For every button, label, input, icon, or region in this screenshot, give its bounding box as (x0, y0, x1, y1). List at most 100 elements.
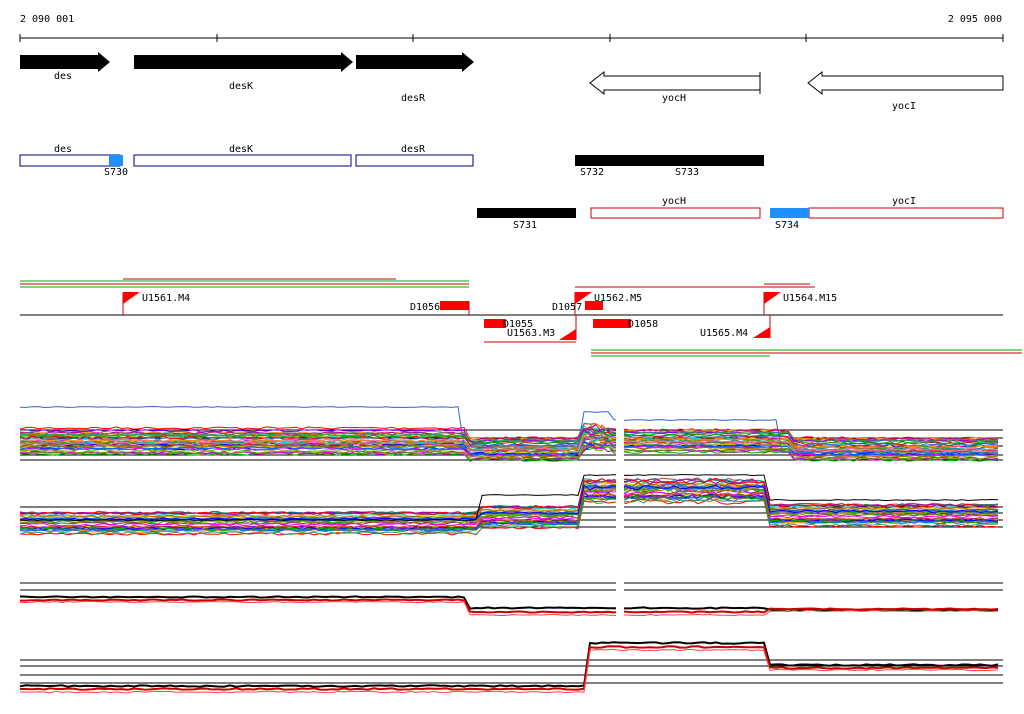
segment-yocI[interactable] (808, 207, 1004, 219)
gene-desR[interactable]: desR (356, 52, 474, 104)
minus-strand-segments: S731 yocH yocI S734 (477, 196, 1004, 231)
segment-des[interactable] (19, 154, 121, 167)
expression-trace (19, 497, 999, 535)
aggregate-trace (19, 641, 999, 688)
expression-trace (19, 485, 999, 524)
gene-desK-arrow[interactable] (134, 52, 353, 72)
plus-strand-segments: des desK desR S730 S732 S733 (19, 144, 764, 178)
upshift-flag[interactable] (764, 292, 781, 304)
gene-des-label: des (54, 71, 72, 82)
segment-desK[interactable] (133, 154, 352, 167)
upshift-U1565[interactable]: U1565.M4 (700, 315, 771, 339)
upshift-U1561-label: U1561.M4 (142, 293, 190, 304)
upshift-U1564-label: U1564.M15 (783, 293, 837, 304)
expression-trace (19, 498, 999, 536)
segment-desR[interactable] (355, 154, 474, 167)
expression-trace (19, 441, 999, 456)
gene-yocI[interactable]: yocI (807, 70, 1004, 112)
downshift-D1055[interactable]: D1055 (484, 319, 533, 330)
upshift-U1562[interactable]: U1562.M5 (574, 292, 642, 315)
downshift-D1056-label: D1056 (410, 302, 440, 313)
gene-desK-label: desK (229, 81, 253, 92)
downshift-D1057[interactable]: D1057 (552, 301, 603, 313)
segment-S730-box[interactable] (109, 155, 123, 166)
downshift-D1056[interactable]: D1056 (410, 301, 470, 315)
upshift-U1564[interactable]: U1564.M15 (763, 292, 837, 315)
ruler-start-label: 2 090 001 (20, 14, 74, 25)
upshift-flag[interactable] (123, 292, 140, 304)
segment-S731-box[interactable] (477, 208, 576, 218)
gene-desR-arrow[interactable] (356, 52, 474, 72)
expression-trace (19, 491, 999, 529)
downshift-D1057-box[interactable] (585, 301, 603, 310)
segment-yocI-label: yocI (892, 196, 916, 207)
expression-trace (19, 436, 999, 451)
expression-trace (20, 438, 999, 456)
ruler-end-label: 2 095 000 (948, 14, 1002, 25)
coordinate-ruler: 2 090 001 2 095 000 (19, 14, 1004, 42)
aggregate-panel-minus (19, 641, 1003, 694)
expression-panel-minus (19, 470, 1003, 540)
gene-des-arrow[interactable] (20, 52, 110, 72)
expression-trace (19, 405, 999, 454)
downshift-D1056-box[interactable] (440, 301, 469, 310)
aggregate-panel-plus (19, 580, 1003, 620)
expression-trace (19, 490, 999, 529)
expression-trace (19, 494, 999, 532)
downshift-D1058-label: D1058 (628, 319, 658, 330)
expression-panel-plus (19, 404, 1003, 468)
expression-trace (19, 432, 999, 449)
gene-desR-label: desR (401, 93, 426, 104)
expression-trace (19, 434, 999, 452)
segment-S734-label: S734 (775, 220, 799, 231)
segment-yocH-label: yocH (662, 196, 686, 207)
segment-desK-label: desK (229, 144, 253, 155)
segment-S732-label: S732 (580, 167, 604, 178)
upshift-U1565-label: U1565.M4 (700, 328, 748, 339)
upshift-U1561[interactable]: U1561.M4 (122, 292, 190, 315)
segment-S730-label: S730 (104, 167, 128, 178)
segment-S731-label: S731 (513, 220, 537, 231)
gene-track: des desK desR yocH yocI (20, 52, 1004, 112)
gene-yocI-arrow[interactable] (807, 70, 1004, 96)
aggregate-trace (20, 645, 999, 691)
panel-gap (616, 470, 624, 540)
segment-yocH[interactable] (590, 207, 761, 219)
downshift-D1058-box[interactable] (593, 319, 631, 328)
aggregate-trace (20, 598, 999, 614)
expression-trace (19, 487, 999, 525)
gene-yocI-label: yocI (892, 101, 916, 112)
expression-trace (19, 429, 999, 447)
expression-trace (19, 440, 999, 458)
upshift-flag[interactable] (575, 292, 592, 304)
upshift-U1563[interactable]: U1563.M3 (484, 315, 577, 343)
shift-track: U1561.M4 U1562.M5 U1564.M15 U1563.M3 U15… (20, 278, 1022, 357)
expression-trace (19, 428, 999, 445)
segment-S732-S733-box[interactable] (575, 155, 764, 166)
downshift-D1058[interactable]: D1058 (593, 319, 658, 330)
aggregate-trace (20, 648, 999, 694)
upshift-U1562-label: U1562.M5 (594, 293, 642, 304)
expression-trace (19, 484, 998, 522)
upshift-U1563-label: U1563.M3 (507, 328, 555, 339)
panel-gap (616, 404, 624, 468)
expression-trace (19, 422, 999, 442)
panel-gap (616, 580, 624, 620)
gene-desK[interactable]: desK (134, 52, 353, 92)
segment-des-label: des (54, 144, 72, 155)
downshift-D1057-label: D1057 (552, 302, 582, 313)
downshift-D1055-box[interactable] (484, 319, 506, 328)
gene-yocH-label: yocH (662, 93, 686, 104)
upshift-flag[interactable] (753, 327, 770, 338)
gene-yocH[interactable]: yocH (589, 70, 761, 104)
gene-des[interactable]: des (20, 52, 110, 82)
expression-trace (19, 477, 999, 516)
expression-trace (19, 478, 998, 516)
gene-yocH-arrow[interactable] (589, 70, 761, 96)
upshift-flag[interactable] (559, 329, 576, 340)
expression-trace (19, 474, 999, 522)
segment-S734-box[interactable] (770, 208, 809, 218)
segment-desR-label: desR (401, 144, 426, 155)
